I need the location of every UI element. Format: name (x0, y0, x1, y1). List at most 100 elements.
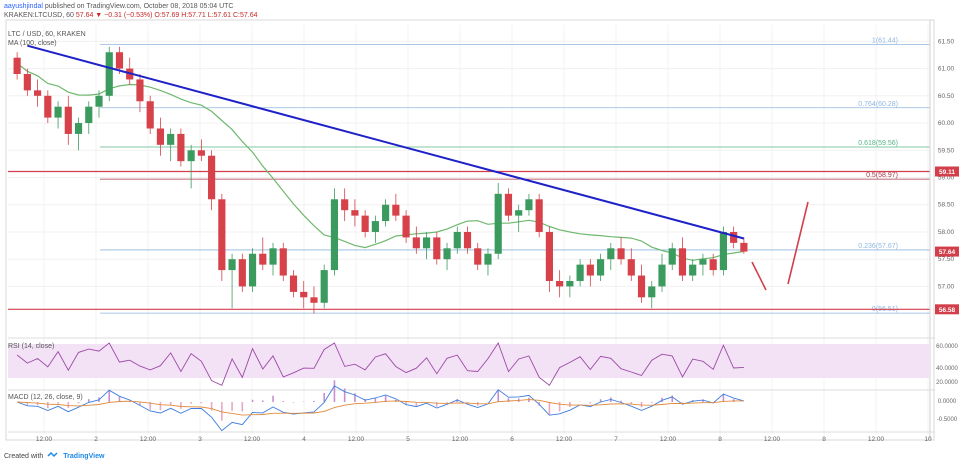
candle-body (689, 264, 697, 276)
fib-label: 0.236(57.67) (858, 243, 898, 250)
candle-body (330, 199, 339, 271)
candle-body (13, 57, 21, 75)
price-tag-box (935, 304, 959, 315)
candle-body (64, 106, 72, 134)
macd-histogram-bar (282, 401, 285, 402)
macd-histogram-bar (405, 402, 407, 406)
y-tick-label: 57.00 (938, 283, 955, 290)
macd-histogram-bar (26, 402, 29, 406)
candle-body (474, 248, 482, 265)
candle-body (105, 52, 113, 96)
candle-body (238, 259, 246, 287)
candle-body (607, 248, 615, 260)
candle-body (402, 215, 410, 238)
candle-body (310, 297, 318, 303)
macd-histogram-bar (251, 399, 254, 402)
candle-body (351, 210, 359, 216)
candle-body (167, 133, 175, 145)
macd-histogram-bar (241, 402, 244, 412)
fib-label: 0.618(59.56) (858, 140, 898, 147)
macd-histogram-bar (118, 396, 121, 402)
candle-body (422, 237, 431, 249)
candle-body (586, 264, 594, 276)
x-tick-label: 12:00 (660, 436, 677, 443)
candle-body (463, 231, 472, 249)
macd-histogram-bar (231, 402, 233, 411)
candle-body (576, 264, 584, 281)
candle-body (668, 248, 676, 265)
macd-histogram-bar (313, 400, 315, 402)
candle-body (136, 79, 144, 102)
x-tick-label: 12:00 (348, 436, 365, 443)
y-tick-label: 58.50 (938, 202, 955, 209)
price-tag-box (935, 166, 959, 177)
bearish-trendline (27, 44, 745, 240)
candle-body (730, 231, 738, 243)
macd-histogram-bar (702, 399, 704, 402)
price-tag-label: 57.64 (939, 249, 956, 256)
rsi-panel: 60.0000 40.0000 20.0000 (8, 337, 959, 386)
fib-label: 0.5(58.97) (866, 172, 898, 179)
candle-body (484, 253, 492, 265)
candle-body (433, 237, 441, 260)
candle-body (443, 248, 451, 260)
x-tick-label: 10 (924, 436, 932, 443)
candle-body (453, 231, 461, 249)
y-tick-label: 59.50 (938, 147, 955, 154)
candle-body (115, 52, 124, 69)
pair-legend: LTC / USD, 60, KRAKEN (8, 31, 86, 38)
candle-body (197, 150, 205, 156)
x-tick-label: 3 (198, 436, 202, 443)
macd-histogram-bar (507, 398, 510, 402)
rsi-band (8, 344, 930, 378)
macd-histogram-bar (599, 399, 602, 402)
author-name[interactable]: aayushjindal (4, 3, 43, 10)
y-tick-label: 60.00 (938, 120, 955, 127)
candle-body (300, 291, 308, 298)
candle-body (85, 106, 93, 124)
macd-histogram-bar (630, 402, 633, 405)
candle-body (617, 248, 625, 260)
macd-histogram-bar (47, 402, 49, 409)
y-tick-label: 58.00 (938, 229, 955, 236)
candle-body (341, 199, 349, 211)
candle-body (637, 275, 646, 298)
x-tick-label: 12:00 (140, 436, 157, 443)
candle-body (208, 155, 216, 200)
y-tick-label: 57.50 (938, 256, 955, 263)
price-tag-label: 59.11 (939, 169, 955, 176)
candle-body (658, 264, 666, 287)
macd-histogram-bar (139, 402, 141, 406)
candle-body (382, 204, 390, 222)
macd-tick: 0.0000 (938, 399, 957, 405)
price-tag-label: 56.58 (939, 307, 956, 314)
macd-histogram-bar (548, 402, 551, 415)
macd-legend: MACD (12, 26, close, 9) (8, 394, 83, 401)
candle-body (279, 248, 287, 276)
candle-body (556, 280, 564, 287)
signal-line (17, 399, 744, 416)
time-axis: 12:00 2 12:00 3 12:00 4 12:00 5 12:00 6 12:00 7 12:0… (8, 431, 935, 443)
macd-histogram-bar (435, 402, 438, 407)
macd-histogram-bar (466, 402, 469, 404)
ma-line (16, 62, 744, 261)
macd-histogram-bar (272, 395, 274, 402)
macd-panel: 0.0000 -0.5000 (8, 380, 958, 432)
macd-histogram-bar (569, 402, 571, 408)
y-tick-label: 61.50 (938, 38, 955, 45)
symbol-line: KRAKEN:LTCUSD, 60 (4, 12, 74, 19)
footer: Created with TradingView (4, 452, 104, 460)
candle-body (545, 231, 553, 281)
tradingview-brand[interactable]: TradingView (63, 452, 105, 460)
chart-header: aayushjindal published on TradingView.co… (4, 2, 258, 20)
candle-body (269, 248, 277, 265)
macd-histogram-bar (446, 402, 448, 403)
x-tick-label: 12:00 (452, 436, 469, 443)
rsi-legend: RSI (14, close) (8, 343, 54, 350)
candle-body (392, 204, 400, 216)
macd-histogram-bar (343, 388, 346, 402)
rsi-tick: 40.0000 (936, 366, 958, 372)
macd-histogram-bar (149, 402, 151, 410)
fib-levels: 1(61.44) 0.764(60.28) 0.618(59.56) 0.5(58.9… (8, 38, 930, 314)
